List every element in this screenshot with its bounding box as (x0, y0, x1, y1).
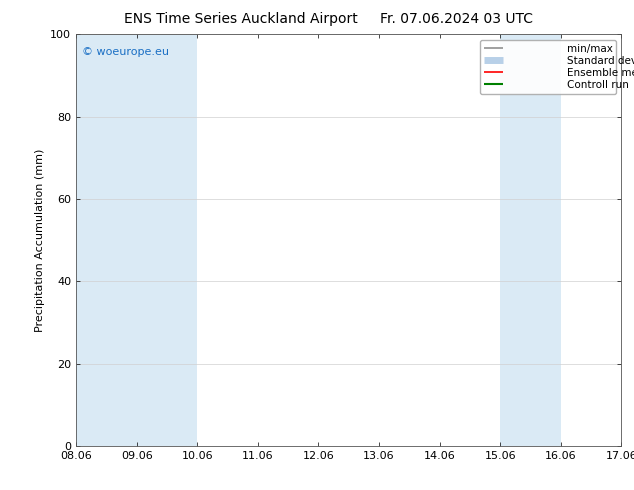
Bar (500, 34, 560, 446)
Bar (621, 34, 634, 446)
Text: Fr. 07.06.2024 03 UTC: Fr. 07.06.2024 03 UTC (380, 12, 533, 26)
Text: ENS Time Series Auckland Airport: ENS Time Series Auckland Airport (124, 12, 358, 26)
Bar (76, 34, 197, 446)
Text: © woeurope.eu: © woeurope.eu (82, 47, 169, 57)
Y-axis label: Precipitation Accumulation (mm): Precipitation Accumulation (mm) (35, 148, 44, 332)
Legend: min/max, Standard deviation, Ensemble mean run, Controll run: min/max, Standard deviation, Ensemble me… (480, 40, 616, 94)
